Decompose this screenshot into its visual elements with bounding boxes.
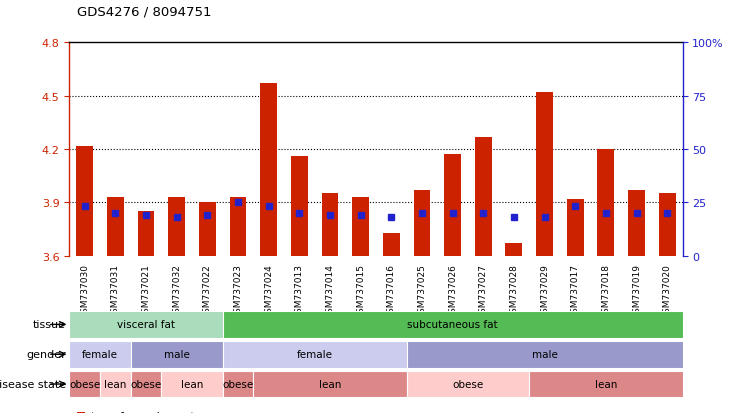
Text: GDS4276 / 8094751: GDS4276 / 8094751 — [77, 6, 211, 19]
Bar — [107, 197, 124, 256]
Text: lean: lean — [181, 379, 203, 389]
Bar — [223, 371, 253, 397]
Text: female: female — [296, 349, 333, 359]
Text: transformed count: transformed count — [91, 411, 195, 413]
Bar — [407, 371, 529, 397]
Bar — [69, 311, 223, 338]
Text: subcutaneous fat: subcutaneous fat — [407, 320, 498, 330]
Text: obese: obese — [69, 379, 100, 389]
Bar — [321, 194, 339, 256]
Bar — [352, 197, 369, 256]
Bar — [291, 157, 308, 256]
Text: lean: lean — [595, 379, 617, 389]
Text: disease state: disease state — [0, 379, 66, 389]
Bar — [444, 155, 461, 256]
Bar — [597, 150, 615, 256]
Text: lean: lean — [104, 379, 126, 389]
Bar — [161, 371, 223, 397]
Text: tissue: tissue — [33, 320, 66, 330]
Bar — [223, 311, 683, 338]
Bar — [253, 371, 407, 397]
Text: gender: gender — [26, 349, 66, 359]
Bar — [260, 84, 277, 256]
Bar — [131, 341, 223, 368]
Text: visceral fat: visceral fat — [117, 320, 175, 330]
Bar — [474, 137, 492, 256]
Bar — [407, 341, 683, 368]
Text: female: female — [82, 349, 118, 359]
Text: obese: obese — [453, 379, 483, 389]
Bar — [199, 203, 216, 256]
Text: lean: lean — [319, 379, 341, 389]
Bar — [223, 341, 407, 368]
Bar — [131, 371, 161, 397]
Bar — [628, 190, 645, 256]
Bar — [137, 212, 155, 256]
Bar — [529, 371, 683, 397]
Text: male: male — [164, 349, 190, 359]
Bar — [505, 244, 523, 256]
Bar — [229, 197, 247, 256]
Bar — [658, 194, 676, 256]
Text: male: male — [531, 349, 558, 359]
Bar — [383, 233, 400, 256]
Bar — [69, 371, 100, 397]
Bar — [69, 341, 131, 368]
Bar — [168, 197, 185, 256]
Bar — [100, 371, 131, 397]
Bar — [76, 146, 93, 256]
Text: obese: obese — [223, 379, 253, 389]
Bar — [536, 93, 553, 256]
Text: obese: obese — [131, 379, 161, 389]
Bar — [413, 190, 431, 256]
Bar — [566, 199, 584, 256]
